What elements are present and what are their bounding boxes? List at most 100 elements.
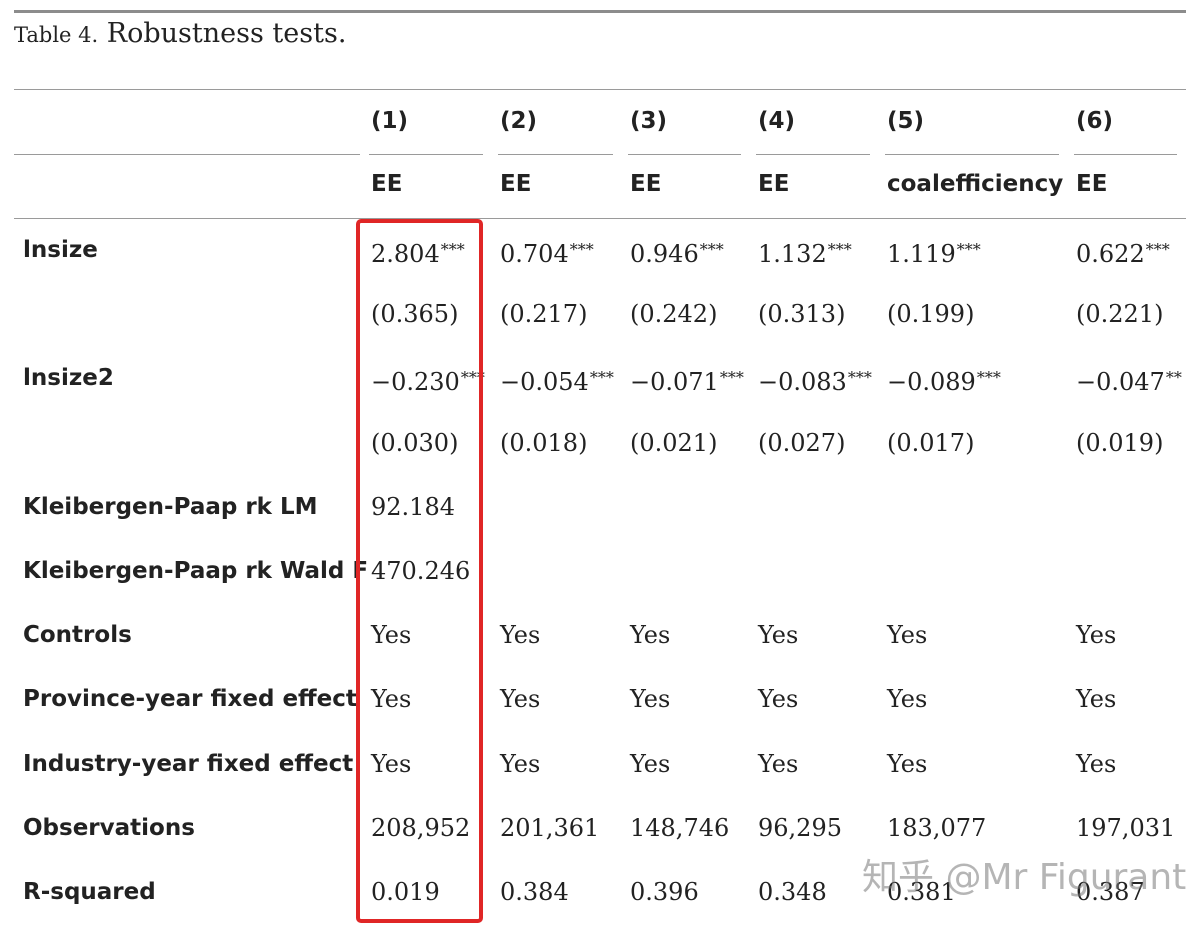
significance-stars: *** [569, 240, 594, 259]
significance-stars: *** [827, 240, 852, 259]
cell-value: 2.804 [371, 240, 440, 268]
row-label: Industry-year fixed effect [23, 751, 354, 777]
cell-value: −0.071 [630, 368, 719, 396]
table-cell: (0.199) [887, 299, 974, 329]
cell-value: Yes [758, 750, 799, 778]
cell-value: 201,361 [500, 814, 600, 842]
column-number-header: (1) [371, 108, 409, 134]
column-number-header: (4) [758, 108, 796, 134]
cell-value: 0.381 [887, 878, 956, 906]
table-cell: Yes [1076, 684, 1116, 714]
significance-stars: *** [1145, 240, 1170, 259]
table-cell: (0.027) [758, 428, 845, 458]
table-cell: 208,952 [371, 813, 470, 843]
table-cell: (0.365) [371, 299, 458, 329]
cell-value: Yes [500, 750, 541, 778]
table-cell: −0.083*** [758, 363, 872, 397]
row-label: R-squared [23, 879, 156, 905]
significance-stars: *** [956, 240, 981, 259]
table-cell: −0.054*** [500, 363, 614, 397]
column-group-rule [369, 154, 483, 155]
dependent-variable-header: EE [371, 171, 403, 197]
significance-stars: *** [847, 368, 872, 387]
table-cell: 92.184 [371, 492, 455, 522]
table-cell: Yes [371, 684, 411, 714]
table-cell: Yes [371, 749, 411, 779]
dependent-variable-header: EE [630, 171, 662, 197]
table-cell: Yes [371, 620, 411, 650]
column-number-header: (5) [887, 108, 925, 134]
column-group-rule [14, 154, 360, 155]
significance-stars: *** [976, 368, 1001, 387]
table-cell: 0.384 [500, 877, 569, 907]
column-group-rule [498, 154, 613, 155]
table-cell: (0.019) [1076, 428, 1163, 458]
table-cell: (0.221) [1076, 299, 1163, 329]
column-number-header: (3) [630, 108, 668, 134]
table-cell: Yes [887, 684, 927, 714]
table-cell: 197,031 [1076, 813, 1175, 843]
table-cell: 0.396 [630, 877, 699, 907]
cell-value: 0.704 [500, 240, 569, 268]
cell-value: Yes [1076, 685, 1117, 713]
cell-value: (0.018) [500, 429, 588, 457]
significance-stars: *** [440, 240, 465, 259]
cell-value: Yes [1076, 621, 1117, 649]
cell-value: (0.221) [1076, 300, 1164, 328]
table-cell: (0.018) [500, 428, 587, 458]
cell-value: (0.019) [1076, 429, 1164, 457]
row-label: Kleibergen-Paap rk Wald F [23, 558, 369, 584]
table-cell: (0.313) [758, 299, 845, 329]
table-cell: (0.021) [630, 428, 717, 458]
cell-value: Yes [630, 685, 671, 713]
cell-value: −0.230 [371, 368, 460, 396]
column-group-rule [628, 154, 741, 155]
cell-value: Yes [630, 621, 671, 649]
header-top-rule [14, 89, 1186, 90]
cell-value: −0.047 [1076, 368, 1165, 396]
cell-value: Yes [371, 685, 412, 713]
cell-value: (0.017) [887, 429, 975, 457]
cell-value: 1.119 [887, 240, 956, 268]
significance-stars: *** [699, 240, 724, 259]
significance-stars: *** [460, 368, 485, 387]
table-cell: Yes [630, 749, 670, 779]
table-cell: Yes [887, 620, 927, 650]
table-caption: Table 4. Robustness tests. [14, 17, 346, 52]
cell-value: (0.199) [887, 300, 975, 328]
dependent-variable-header: coalefficiency [887, 171, 1064, 197]
cell-value: −0.089 [887, 368, 976, 396]
table-cell: (0.030) [371, 428, 458, 458]
table-cell: −0.230*** [371, 363, 485, 397]
table-cell: (0.217) [500, 299, 587, 329]
cell-value: Yes [371, 621, 412, 649]
cell-value: 197,031 [1076, 814, 1176, 842]
cell-value: (0.217) [500, 300, 588, 328]
cell-value: 1.132 [758, 240, 827, 268]
table-cell: Yes [758, 749, 798, 779]
cell-value: Yes [371, 750, 412, 778]
row-label: Controls [23, 622, 132, 648]
cell-value: 0.387 [1076, 878, 1145, 906]
cell-value: 0.946 [630, 240, 699, 268]
table-cell: 0.019 [371, 877, 440, 907]
cell-value: Yes [887, 621, 928, 649]
table-cell: Yes [500, 620, 540, 650]
cell-value: Yes [758, 685, 799, 713]
cell-value: (0.242) [630, 300, 718, 328]
cell-value: 208,952 [371, 814, 471, 842]
table-cell: 0.946*** [630, 235, 724, 269]
significance-stars: ** [1165, 368, 1182, 387]
cell-value: Yes [500, 685, 541, 713]
table-cell: Yes [758, 684, 798, 714]
table-cell: 470.246 [371, 556, 470, 586]
table-cell: Yes [500, 684, 540, 714]
table-cell: Yes [887, 749, 927, 779]
cell-value: 470.246 [371, 557, 471, 585]
cell-value: Yes [758, 621, 799, 649]
cell-value: 0.348 [758, 878, 827, 906]
table-cell: −0.089*** [887, 363, 1001, 397]
table-cell: 0.704*** [500, 235, 594, 269]
column-number-header: (2) [500, 108, 538, 134]
cell-value: 96,295 [758, 814, 842, 842]
